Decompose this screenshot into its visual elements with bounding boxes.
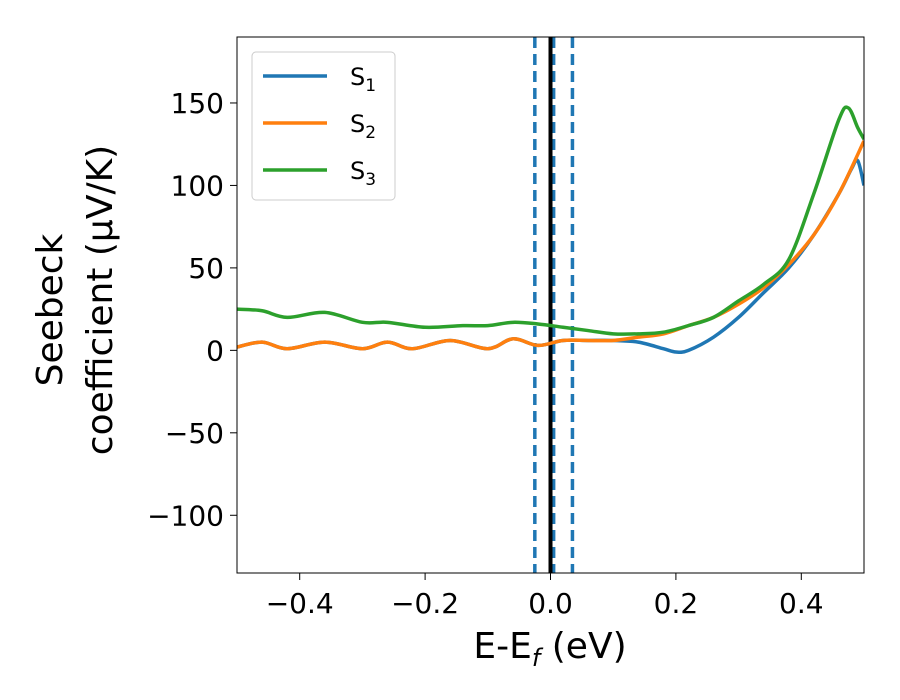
vertical-reference-lines	[533, 37, 575, 573]
y-tick-label: 50	[188, 252, 224, 285]
series-line-s3	[237, 105, 864, 336]
legend-label-s3: S3	[350, 157, 376, 190]
x-tick-label: 0.0	[528, 587, 573, 620]
y-axis-label-line2: coefficient (μV/K)	[80, 145, 121, 455]
y-axis-label-line1: Seebeck	[30, 233, 71, 386]
x-tick-label: −0.2	[391, 587, 459, 620]
y-tick-label: 100	[171, 169, 224, 202]
legend-label-s2: S2	[350, 110, 376, 143]
series-lines	[237, 105, 864, 355]
y-tick-label: 150	[171, 87, 224, 120]
y-axis-ticks: −100 −50 0 50 100 150	[147, 87, 237, 532]
y-tick-label: 0	[206, 334, 224, 367]
y-tick-label: −50	[165, 417, 224, 450]
x-axis-label: E-Ef (eV)	[473, 626, 626, 672]
legend-box	[251, 51, 396, 201]
legend-label-s1: S1	[350, 63, 376, 96]
legend: S1 S2 S3	[251, 51, 396, 201]
x-tick-label: 0.2	[654, 587, 699, 620]
x-tick-label: 0.4	[779, 587, 824, 620]
x-tick-label: −0.4	[266, 587, 334, 620]
series-line-s2	[237, 140, 864, 351]
x-axis-ticks: −0.4 −0.2 0.0 0.2 0.4	[266, 573, 824, 620]
y-tick-label: −100	[147, 499, 224, 532]
